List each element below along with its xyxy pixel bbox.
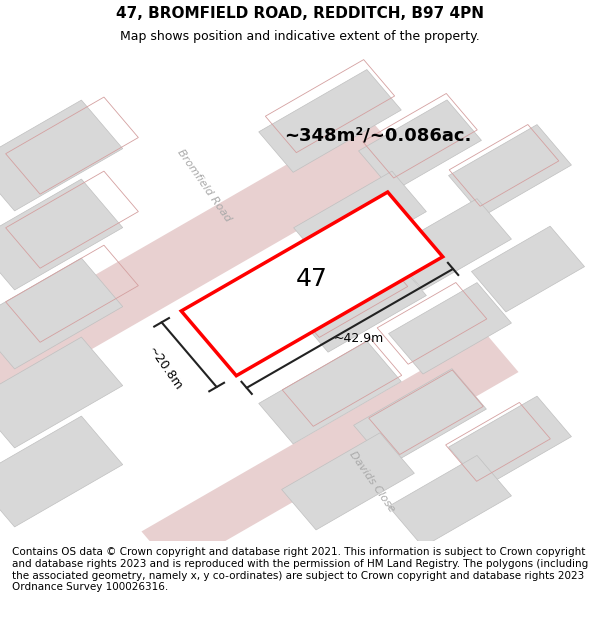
Polygon shape: [259, 341, 401, 444]
Polygon shape: [0, 337, 123, 448]
Text: ~20.8m: ~20.8m: [145, 344, 184, 393]
Polygon shape: [181, 192, 443, 376]
Polygon shape: [353, 369, 487, 466]
Polygon shape: [472, 226, 584, 312]
Polygon shape: [449, 124, 571, 216]
Text: Contains OS data © Crown copyright and database right 2021. This information is : Contains OS data © Crown copyright and d…: [12, 548, 588, 592]
Text: ~42.9m: ~42.9m: [334, 332, 383, 345]
Polygon shape: [389, 282, 511, 374]
Polygon shape: [389, 456, 511, 547]
Polygon shape: [0, 118, 410, 421]
Text: Bromfield Road: Bromfield Road: [175, 147, 233, 223]
Polygon shape: [0, 179, 123, 290]
Text: Davids Close: Davids Close: [347, 449, 397, 514]
Polygon shape: [449, 396, 571, 488]
Polygon shape: [259, 69, 401, 173]
Polygon shape: [0, 100, 123, 211]
Polygon shape: [0, 416, 123, 527]
Polygon shape: [389, 199, 511, 290]
Polygon shape: [359, 100, 481, 191]
Text: 47, BROMFIELD ROAD, REDDITCH, B97 4PN: 47, BROMFIELD ROAD, REDDITCH, B97 4PN: [116, 6, 484, 21]
Text: ~348m²/~0.086ac.: ~348m²/~0.086ac.: [284, 127, 472, 145]
Polygon shape: [142, 333, 518, 570]
Polygon shape: [281, 433, 415, 530]
Polygon shape: [0, 258, 123, 369]
Text: Map shows position and indicative extent of the property.: Map shows position and indicative extent…: [120, 30, 480, 43]
Polygon shape: [293, 255, 427, 352]
Polygon shape: [293, 171, 427, 268]
Text: 47: 47: [296, 267, 328, 291]
